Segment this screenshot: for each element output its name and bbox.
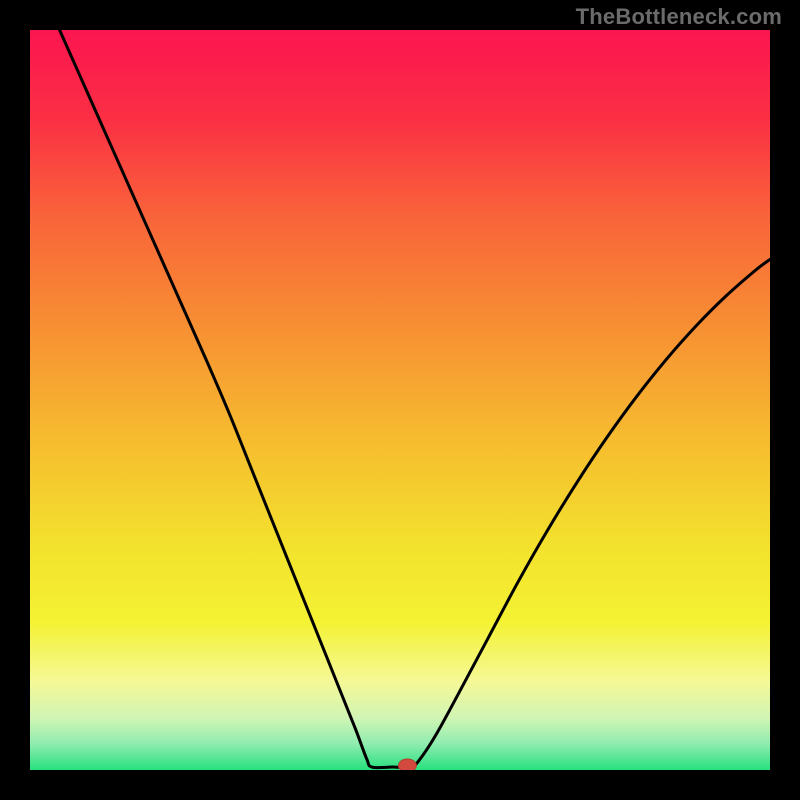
bottleneck-chart — [30, 30, 770, 770]
plot-area — [30, 30, 770, 770]
chart-frame: TheBottleneck.com — [0, 0, 800, 800]
gradient-background — [30, 30, 770, 770]
marker-dot — [398, 759, 416, 770]
watermark-label: TheBottleneck.com — [576, 4, 782, 30]
